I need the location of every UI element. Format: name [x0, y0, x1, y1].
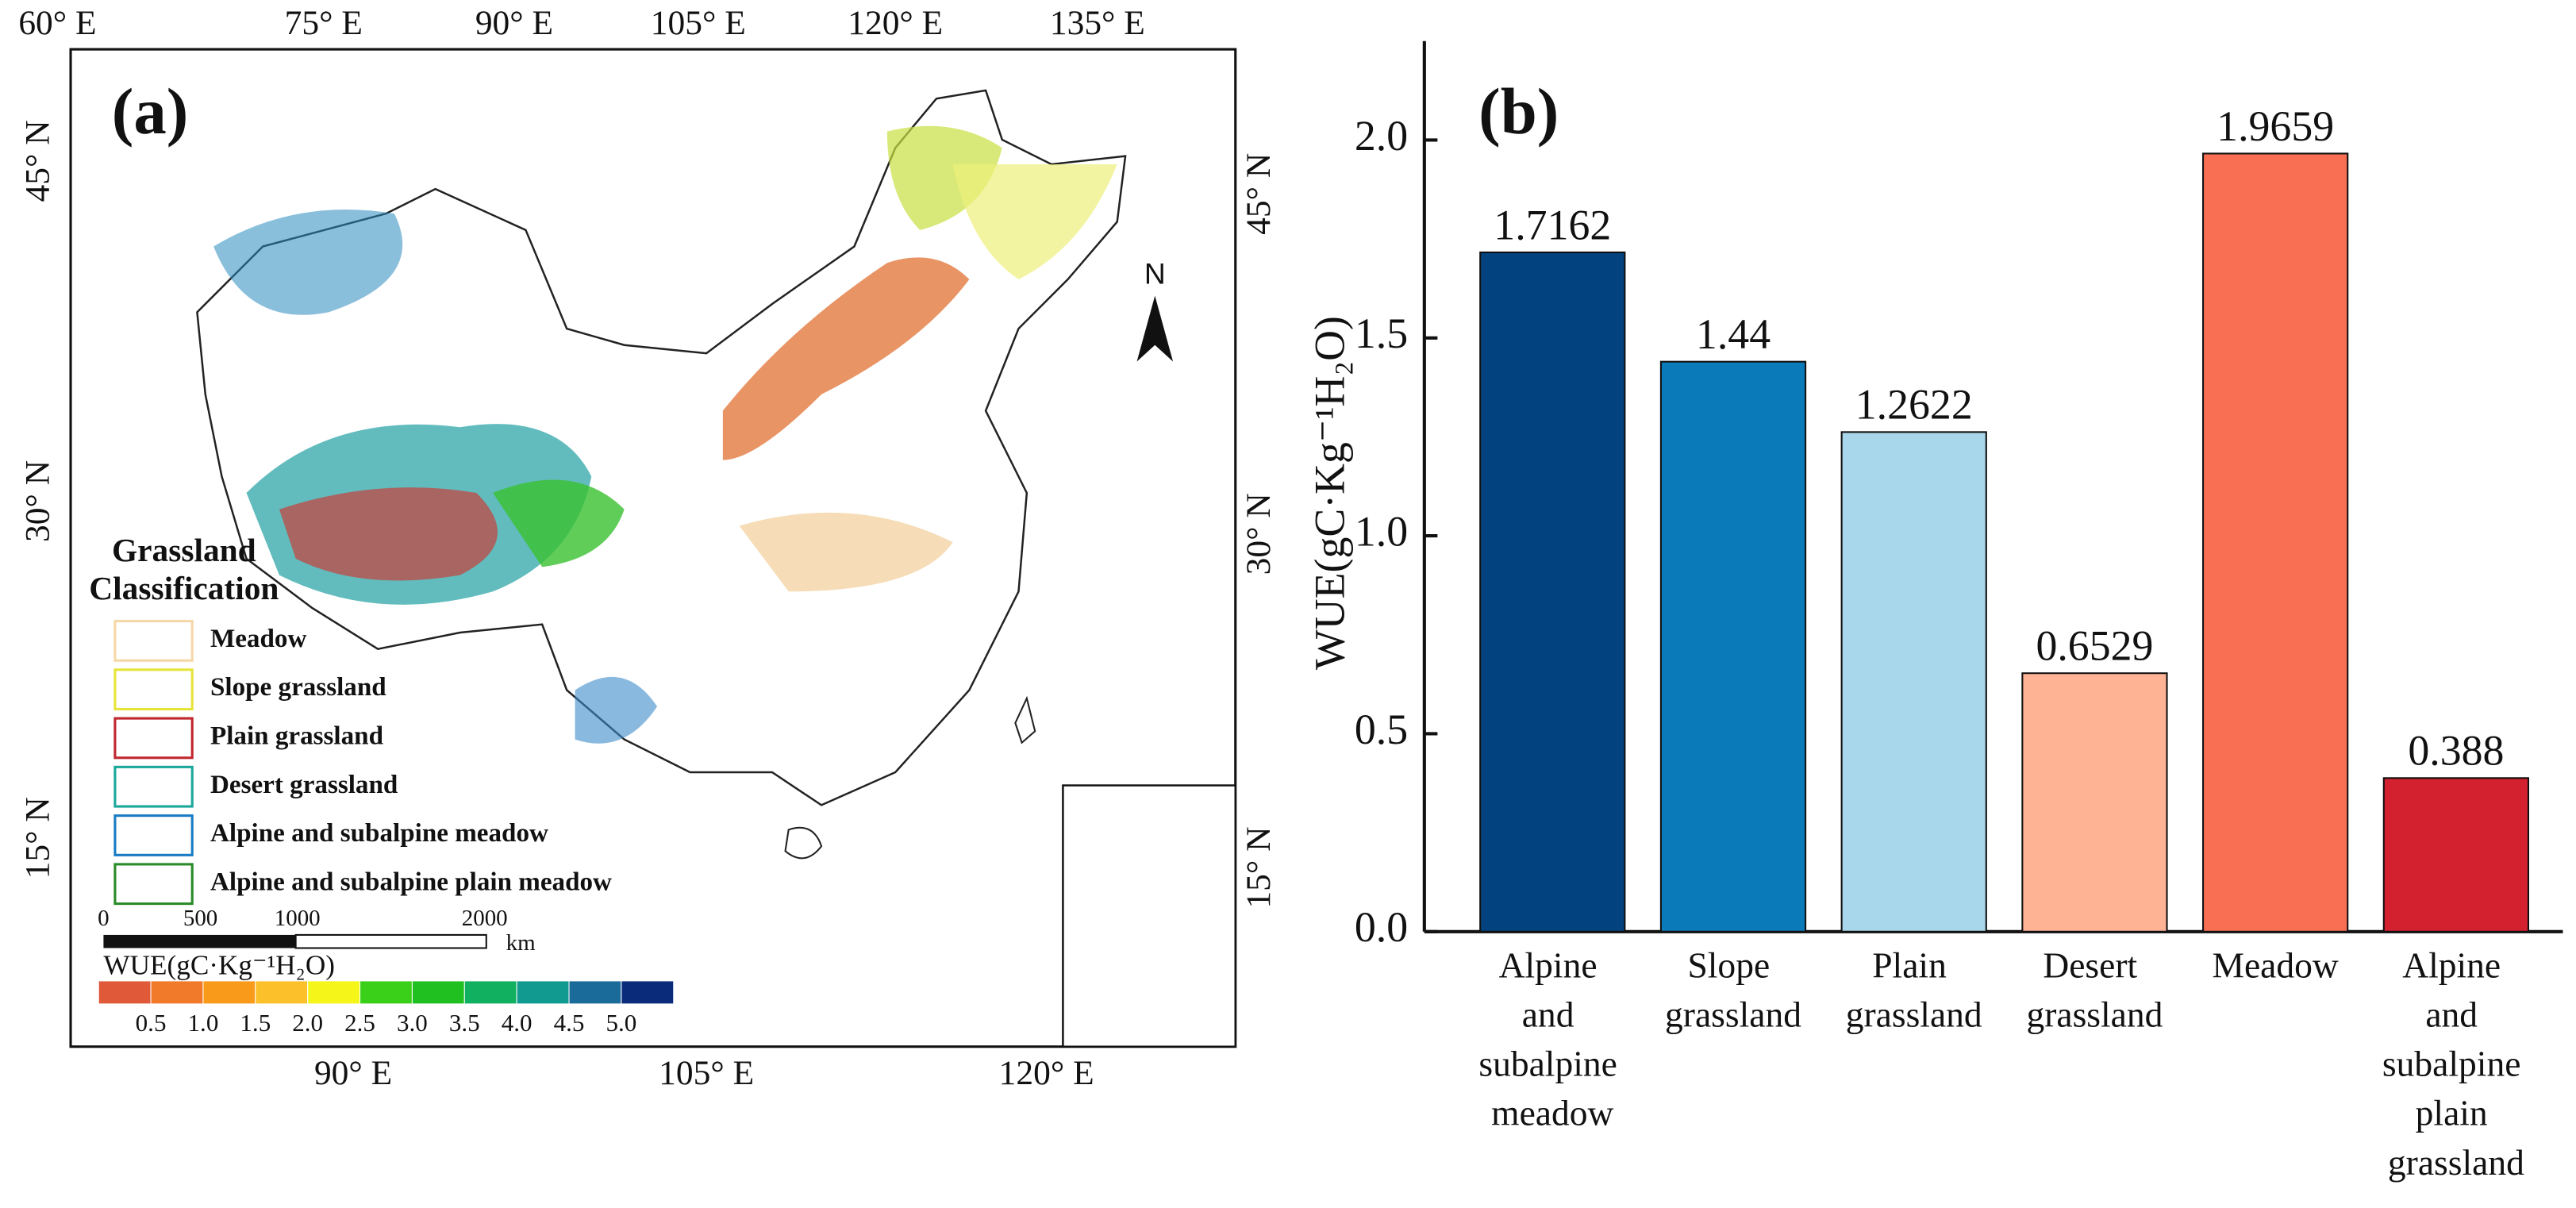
- legend-title: Classification: [89, 570, 279, 606]
- legend-swatch: [113, 814, 194, 856]
- colorbar-label: 2.0: [292, 1009, 323, 1037]
- colorbar-label: 3.0: [397, 1009, 428, 1037]
- x-tick-label: Plain grassland: [1846, 945, 1982, 1035]
- longitude-label: 120° E: [848, 4, 943, 42]
- colorbar-label: 1.0: [188, 1009, 219, 1037]
- colorbar-swatch: [359, 980, 413, 1005]
- scale-bar: [294, 933, 487, 949]
- legend-label: Alpine and subalpine meadow: [210, 818, 548, 848]
- colorbar-swatch: [307, 980, 361, 1005]
- colorbar-label: 4.0: [502, 1009, 533, 1037]
- colorbar-swatch: [516, 980, 570, 1005]
- legend-swatch: [113, 668, 194, 711]
- value-label: 1.9659: [2217, 102, 2334, 150]
- value-label: 1.2622: [1855, 381, 1973, 429]
- x-tick-label: Slope grassland: [1665, 945, 1801, 1035]
- latitude-label: 30° N: [19, 460, 57, 542]
- colorbar-label: 5.0: [606, 1009, 636, 1037]
- colorbar-swatch: [98, 980, 152, 1005]
- legend-label: Plain grassland: [210, 721, 384, 751]
- longitude-label: 90° E: [475, 4, 553, 42]
- scale-bar: [103, 934, 296, 948]
- longitude-label: 90° E: [314, 1054, 392, 1092]
- value-label: 0.388: [2408, 727, 2504, 775]
- china-outline: [196, 89, 1127, 860]
- latitude-label: 45° N: [19, 120, 57, 202]
- colorbar-swatch: [568, 980, 622, 1005]
- legend-label: Alpine and subalpine plain meadow: [210, 867, 612, 896]
- x-tick-label: Alpine and subalpine meadow: [1478, 945, 1626, 1133]
- colorbar-swatch: [411, 980, 465, 1005]
- y-tick-label: 0.0: [1355, 903, 1408, 951]
- x-tick-label: Desert grassland: [2026, 945, 2163, 1035]
- value-label: 1.7162: [1494, 201, 1611, 248]
- longitude-label: 105° E: [659, 1054, 754, 1092]
- colorbar-swatch: [202, 980, 256, 1005]
- legend-title: Grassland: [112, 532, 256, 568]
- bar: [1659, 360, 1807, 933]
- x-tick-label: Alpine and subalpine plain grassland: [2382, 945, 2530, 1183]
- latitude-label: 15° N: [1240, 826, 1278, 908]
- x-tick-label: Meadow: [2212, 945, 2338, 986]
- y-tick-label: 1.5: [1355, 310, 1408, 357]
- latitude-label: 15° N: [19, 797, 57, 879]
- longitude-label: 60° E: [18, 4, 96, 42]
- value-label: 0.6529: [2036, 622, 2153, 670]
- legend-swatch: [113, 863, 194, 906]
- north-label: N: [1144, 257, 1166, 290]
- colorbar-label: 2.5: [344, 1009, 375, 1037]
- colorbar-title: WUE(gC·Kg⁻¹H₂O): [103, 949, 335, 980]
- colorbar-swatch: [621, 980, 675, 1005]
- bar: [2021, 672, 2168, 933]
- colorbar-swatch: [463, 980, 517, 1005]
- legend-label: Desert grassland: [210, 770, 398, 799]
- panel-label: (a): [112, 75, 189, 148]
- longitude-label: 135° E: [1050, 4, 1145, 42]
- colorbar-label: 1.5: [240, 1009, 271, 1037]
- longitude-label: 75° E: [285, 4, 363, 42]
- bar: [2382, 777, 2530, 933]
- scale-unit: km: [506, 930, 536, 956]
- bar: [2202, 152, 2349, 933]
- legend-label: Slope grassland: [210, 672, 386, 702]
- legend-swatch: [113, 765, 194, 808]
- scale-label: 500: [183, 906, 217, 931]
- scale-label: 1000: [275, 906, 321, 931]
- y-tick-label: 1.0: [1355, 507, 1408, 555]
- legend-swatch: [113, 717, 194, 760]
- legend-swatch: [113, 619, 194, 662]
- panel-label: (b): [1478, 75, 1559, 148]
- scale-label: 0: [98, 906, 109, 931]
- longitude-label: 105° E: [651, 4, 746, 42]
- latitude-label: 45° N: [1240, 153, 1278, 235]
- legend-label: Meadow: [210, 624, 306, 653]
- colorbar-label: 0.5: [136, 1009, 167, 1037]
- colorbar-swatch: [255, 980, 309, 1005]
- scale-label: 2000: [462, 906, 508, 931]
- north-arrow: [1136, 295, 1174, 362]
- bar: [1479, 251, 1626, 933]
- bar: [1840, 431, 1987, 933]
- latitude-label: 30° N: [1240, 493, 1278, 575]
- y-tick-label: 0.5: [1355, 706, 1408, 753]
- longitude-label: 120° E: [999, 1054, 1094, 1092]
- colorbar-swatch: [150, 980, 204, 1005]
- y-tick-label: 2.0: [1355, 112, 1408, 160]
- value-label: 1.44: [1696, 310, 1771, 358]
- inset-map: [1062, 784, 1236, 1048]
- y-axis-title: WUE(gC·Kg⁻¹H₂O): [1305, 316, 1353, 670]
- colorbar-label: 4.5: [554, 1009, 585, 1037]
- colorbar-label: 3.5: [449, 1009, 480, 1037]
